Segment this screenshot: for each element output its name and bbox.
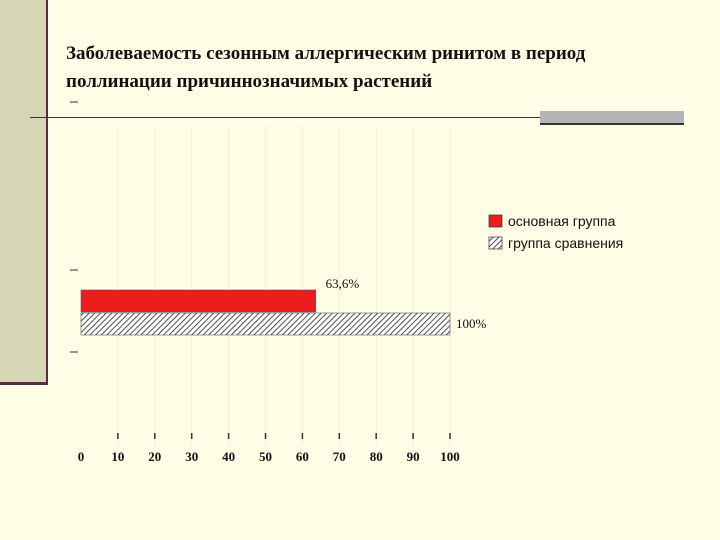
x-tick-label: 30 [185, 449, 198, 464]
left-decor-strip [0, 0, 48, 384]
bars-group: 63,6% 100% [80, 276, 487, 336]
x-tick-label: 60 [296, 449, 309, 464]
x-tick-label: 10 [111, 449, 124, 464]
x-tick-label: 50 [259, 449, 272, 464]
x-tick-label: 20 [148, 449, 161, 464]
x-tick-label: 90 [407, 449, 420, 464]
x-tick-label: 80 [370, 449, 383, 464]
slide-title: Заболеваемость сезонным аллергическим ри… [66, 43, 586, 92]
legend-swatch [488, 214, 503, 228]
x-tick-label: 40 [222, 449, 235, 464]
legend-label: основная группа [508, 213, 616, 229]
x-axis-ticks: 0 10 20 30 40 50 60 70 80 90 100 [78, 433, 460, 464]
title-underline-accent [540, 111, 684, 125]
data-label-comparison-group: 100% [456, 316, 487, 331]
title-underline [30, 117, 540, 118]
bar-comparison-group [80, 312, 451, 336]
legend-label: группа сравнения [508, 235, 623, 251]
axis-decorations [70, 101, 451, 445]
x-tick-label: 70 [333, 449, 346, 464]
x-tick-label: 0 [78, 449, 85, 464]
legend: основная группа группа сравнения [488, 213, 623, 251]
left-decor-strip-base [0, 382, 48, 385]
bar-main-group [80, 289, 316, 313]
legend-swatch [488, 236, 503, 250]
data-label-main-group: 63,6% [326, 276, 360, 291]
x-tick-label: 100 [440, 449, 460, 464]
